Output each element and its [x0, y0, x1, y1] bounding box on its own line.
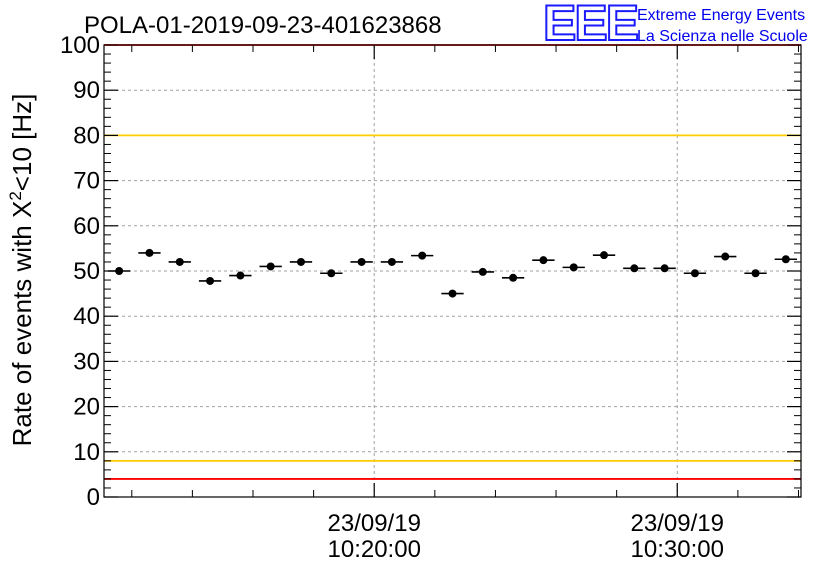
- y-tick-labels: 0 10 20 30 40 50 60 70 80 90 100: [60, 32, 100, 511]
- y-tick-label: 90: [73, 77, 100, 104]
- data-point: [320, 269, 343, 278]
- data-point: [138, 248, 161, 257]
- point-marker: [660, 264, 669, 273]
- data-point: [774, 255, 797, 264]
- y-tick-label: 100: [60, 32, 100, 59]
- point-marker: [630, 264, 639, 273]
- plot-frame: [103, 44, 802, 498]
- y-tick-label: 0: [87, 484, 100, 511]
- point-marker: [509, 273, 518, 282]
- y-tick-label: 30: [73, 348, 100, 375]
- y-tick-label: 50: [73, 258, 100, 285]
- data-point: [441, 289, 464, 298]
- point-marker: [600, 251, 609, 260]
- data-point: [714, 252, 737, 261]
- data-point: [198, 276, 222, 285]
- org-name-line1: Extreme Energy Events: [637, 7, 805, 24]
- data-point: [562, 263, 585, 272]
- point-marker: [327, 269, 336, 278]
- data-point: [168, 257, 191, 266]
- reference-lines: [104, 44, 801, 480]
- point-marker: [418, 251, 427, 260]
- x-tick-time: 10:30:00: [631, 536, 724, 563]
- eee-logo: EEE: [543, 0, 638, 51]
- data-point: [411, 251, 434, 260]
- x-tick-date: 23/09/19: [328, 510, 421, 537]
- y-tick-label: 40: [73, 303, 100, 330]
- data-point: [653, 264, 676, 273]
- data-point: [108, 267, 131, 275]
- y-tick-label: 60: [73, 213, 100, 240]
- org-name-line2: La Scienza nelle Scuole: [637, 28, 808, 45]
- data-points: [108, 248, 797, 298]
- data-point: [623, 264, 646, 273]
- data-point: [683, 269, 707, 278]
- point-marker: [721, 252, 730, 261]
- data-point: [501, 273, 525, 282]
- point-marker: [266, 262, 275, 271]
- point-marker: [569, 263, 578, 272]
- y-tick-label: 10: [73, 439, 100, 466]
- data-point: [350, 257, 373, 266]
- point-marker: [690, 269, 699, 278]
- point-marker: [478, 267, 487, 276]
- y-tick-label: 80: [73, 122, 100, 149]
- y-tick-label: 20: [73, 394, 100, 421]
- x-tick-time: 10:20:00: [328, 536, 421, 563]
- point-marker: [357, 257, 366, 266]
- y-axis-label: Rate of events with X2<10 [Hz]: [6, 94, 37, 447]
- data-point: [259, 262, 282, 271]
- point-marker: [296, 257, 305, 266]
- point-marker: [236, 271, 245, 280]
- data-point: [229, 271, 252, 280]
- data-point: [380, 257, 404, 266]
- point-marker: [115, 267, 124, 275]
- data-point: [532, 256, 555, 265]
- data-point: [471, 267, 494, 276]
- data-point: [592, 251, 616, 260]
- point-marker: [175, 257, 184, 266]
- data-point: [744, 269, 767, 278]
- chart-title: POLA-01-2019-09-23-401623868: [84, 12, 442, 39]
- x-tick-date: 23/09/19: [631, 510, 724, 537]
- point-marker: [448, 289, 457, 298]
- point-marker: [145, 248, 154, 257]
- point-marker: [206, 276, 215, 285]
- point-marker: [539, 256, 548, 265]
- point-marker: [781, 255, 790, 264]
- axes: [103, 44, 802, 498]
- point-marker: [751, 269, 760, 278]
- y-tick-label: 70: [73, 168, 100, 195]
- point-marker: [387, 257, 396, 266]
- data-point: [289, 257, 313, 266]
